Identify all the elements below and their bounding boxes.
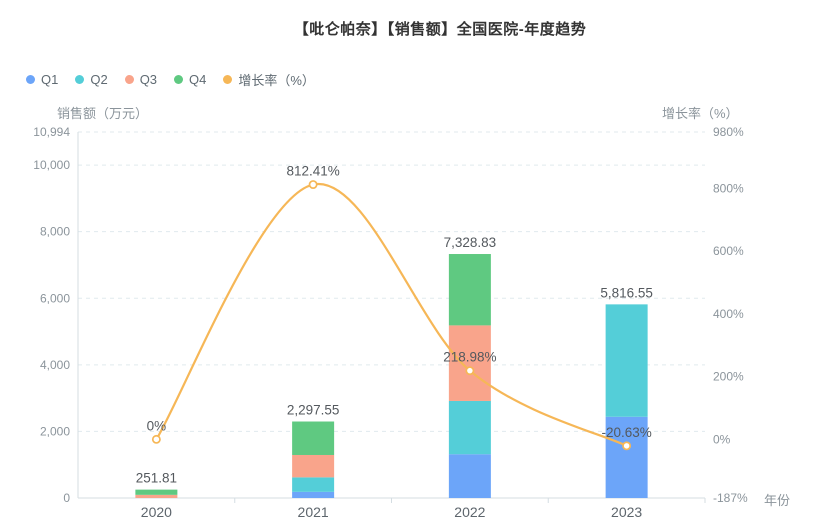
legend-item-label: 增长率（%） <box>238 73 315 88</box>
left-tick-label: 0 <box>63 491 70 505</box>
right-tick-label: 980% <box>713 125 744 139</box>
right-tick-label: 0% <box>713 432 731 446</box>
legend-item-q2[interactable]: Q2 <box>75 72 108 87</box>
bar-segment-2023-q2[interactable] <box>605 304 648 417</box>
x-tick-label-2023: 2023 <box>611 504 642 520</box>
bar-total-label-2021: 2,297.55 <box>287 403 340 418</box>
growth-line-group <box>151 180 632 451</box>
bar-segment-2020-q3[interactable] <box>135 494 178 498</box>
x-tick-label-2020: 2020 <box>141 504 172 520</box>
bar-segment-2021-q1[interactable] <box>292 491 335 498</box>
bar-segment-2020-q4[interactable] <box>135 489 178 495</box>
right-tick-label: -187% <box>713 491 748 505</box>
growth-point-2022[interactable] <box>465 366 475 376</box>
growth-label-2022: 218.98% <box>443 350 496 365</box>
left-tick-label: 2,000 <box>40 424 70 438</box>
growth-labels: 0% 812.41% 218.98% -20.63% <box>147 164 652 440</box>
bar-total-label-2020: 251.81 <box>136 471 177 486</box>
bars-group <box>135 254 648 498</box>
right-tick-label: 200% <box>713 370 744 384</box>
x-tick-label-2021: 2021 <box>298 504 329 520</box>
right-tick-label: 800% <box>713 181 744 195</box>
left-tick-label: 4,000 <box>40 358 70 372</box>
legend-item-q1[interactable]: Q1 <box>26 72 58 87</box>
bar-segment-2022-q1[interactable] <box>448 454 491 498</box>
legend-dot-icon <box>75 75 85 84</box>
legend-item-q3[interactable]: Q3 <box>124 72 158 87</box>
growth-point-2023[interactable] <box>622 441 632 451</box>
legend-item-label: Q1 <box>41 72 59 87</box>
bar-segment-2021-q4[interactable] <box>292 421 335 455</box>
growth-line <box>155 183 628 447</box>
tick-labels: 0 2,000 4,000 6,000 8,000 10,000 10,994 -187% 0%… <box>33 125 748 520</box>
growth-point-2020[interactable] <box>151 434 161 444</box>
legend-dot-icon <box>223 75 233 84</box>
growth-label-2020: 0% <box>147 418 167 433</box>
left-tick-label: 8,000 <box>40 225 70 239</box>
left-tick-label: 10,000 <box>33 158 70 172</box>
growth-label-2021: 812.41% <box>286 164 339 179</box>
chart-title: 【吡仑帕奈】【销售额】全国医院-年度趋势 <box>293 21 587 38</box>
growth-label-2023: -20.63% <box>601 425 651 440</box>
grid-lines <box>78 131 705 432</box>
legend-dot-icon <box>174 75 184 84</box>
bar-segment-2021-q3[interactable] <box>292 454 335 478</box>
right-axis-title: 增长率（%） <box>662 106 739 121</box>
bar-segment-2022-q2[interactable] <box>448 400 491 455</box>
legend-item-label: Q3 <box>139 72 158 87</box>
bar-total-label-2023: 5,816.55 <box>600 285 653 300</box>
left-axis-title: 销售额（万元） <box>57 106 149 121</box>
legend-item-q4[interactable]: Q4 <box>174 72 206 87</box>
right-tick-label: 600% <box>713 244 744 258</box>
axes <box>77 132 706 503</box>
legend-dot-icon <box>26 75 35 84</box>
x-tick-label-2022: 2022 <box>454 504 485 520</box>
left-tick-label: 6,000 <box>40 291 70 305</box>
legend-item-label: Q2 <box>90 72 108 87</box>
right-tick-label: 400% <box>713 307 744 321</box>
bar-segment-2022-q4[interactable] <box>448 254 491 326</box>
legend: Q1 Q2 Q3 Q4 增长率（%） <box>26 70 315 89</box>
left-tick-label: 10,994 <box>33 125 70 139</box>
growth-point-2021[interactable] <box>308 180 318 190</box>
legend-item-label: Q4 <box>189 72 207 87</box>
bar-segment-2023-q1[interactable] <box>605 416 648 498</box>
bar-total-labels: 251.81 2,297.55 7,328.83 5,816.55 <box>136 235 653 486</box>
bar-segment-2021-q2[interactable] <box>292 477 335 492</box>
x-axis-title: 年份 <box>764 493 791 508</box>
bar-total-label-2022: 7,328.83 <box>444 235 497 250</box>
legend-item-growth-rate[interactable]: 增长率（%） <box>223 70 315 89</box>
bar-segment-2022-q3[interactable] <box>448 325 491 401</box>
legend-dot-icon <box>124 75 134 84</box>
